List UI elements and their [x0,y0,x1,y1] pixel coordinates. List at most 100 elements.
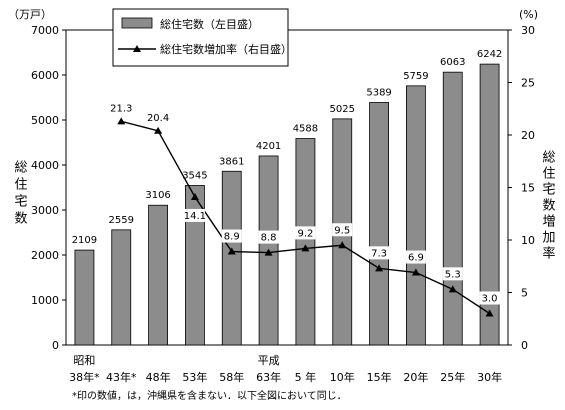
bar-series [74,63,500,346]
bar [221,170,242,346]
bar-value-label: 5025 [330,104,355,115]
line-value-label: 3.0 [482,294,498,305]
category-label: 63年 [256,370,281,384]
right-tick-label: 30 [521,24,535,37]
line-marker [117,117,126,125]
line-marker [190,192,199,200]
left-tick-label: 2000 [31,249,59,262]
line-label-bg [332,223,353,237]
right-tick-label: 5 [521,287,528,300]
bar-value-label: 3106 [145,190,170,201]
right-tick-label: 20 [521,129,535,142]
left-tick-label: 7000 [31,24,59,37]
bar [74,249,95,346]
category-label: 38年* [69,370,100,384]
line-value-label: 21.3 [110,103,132,114]
line-label-bg [295,226,316,240]
category-label: 15年 [367,370,392,384]
line-label-bg [479,291,500,305]
line-value-label: 9.5 [334,225,350,236]
era-label: 平成 [258,354,280,367]
left-tick-label: 1000 [31,294,59,307]
bar-value-label: 6242 [477,49,502,60]
bar-value-label: 4201 [256,141,281,152]
left-tick-label: 4000 [31,159,59,172]
bar-value-label: 3861 [219,156,244,167]
line-marker [338,241,347,249]
line-label-bg [258,230,279,244]
line-label-bg [405,250,426,264]
right-axis-ticks: 0 5 10 15 20 25 30 [508,24,535,352]
line-label-bg [442,267,463,281]
bar [111,229,132,346]
bar-value-labels: 2109 2559 3106 3545 3861 4201 4588 5025 5389 5759… [72,49,503,246]
legend-bar-swatch [121,17,153,29]
line-marker [264,248,273,256]
line-marker [411,268,420,276]
category-label: 58年 [219,370,244,384]
line-value-label: 20.4 [147,113,169,124]
line-label-bg [184,208,205,222]
category-label: 30年 [477,370,502,384]
line-series [117,117,494,317]
bar [185,185,205,346]
right-tick-label: 0 [521,339,528,352]
line-marker [154,126,163,134]
bar [295,138,316,346]
line-label-bg [221,229,242,243]
line-label-bg [369,246,390,260]
line-value-label: 6.9 [408,253,424,264]
category-label: 43年* [106,370,137,384]
footnote: *印の数値，は，沖縄県を含まない．以下全図において同じ． [72,389,347,402]
line-value-label: 8.9 [224,232,240,243]
line-marker [375,264,384,272]
category-label: 53年 [182,370,207,384]
left-tick-label: 3000 [31,204,59,217]
plot-frame [65,29,509,346]
legend: 総住宅数（左目盛） 総住宅数増加率（右目盛） [112,8,292,67]
category-label: 48年 [146,370,171,384]
right-tick-label: 15 [521,182,535,195]
line-value-label: 5.3 [445,269,461,280]
bar [148,204,168,346]
line-value-label: 9.2 [297,228,313,239]
line-value-label: 7.3 [371,248,387,259]
line-value-label: 8.8 [261,233,277,244]
left-axis-unit: （万戸） [8,8,52,21]
bar-value-label: 4588 [293,124,318,135]
legend-bar-label: 総住宅数（左目盛） [160,17,259,31]
line-marker [301,244,310,252]
line-marker [227,247,236,255]
left-tick-label: 6000 [31,69,59,82]
category-label: 20年 [403,370,428,384]
category-labels: 昭和 平成 38年* 43年* 48年 53年 58年 63年 5 年 10年 15年 20年 25年 3… [69,354,502,384]
bar-value-label: 5389 [366,87,391,98]
right-tick-label: 25 [521,77,535,90]
bar [479,63,500,346]
right-axis-unit: (%) [519,8,538,21]
legend-line-label: 総住宅数増加率（右目盛） [160,42,292,56]
bar [442,71,463,346]
bar-value-label: 2559 [109,215,134,226]
left-axis-ticks: 0 1000 2000 3000 4000 5000 6000 7000 [31,24,66,352]
bar [369,102,389,346]
bar-value-label: 3545 [182,170,207,181]
line-value-label: 14.1 [184,211,206,222]
bar-value-label: 2109 [72,235,97,246]
bar [406,85,426,346]
category-label: 10年 [330,370,355,384]
bar-value-label: 6063 [440,57,465,68]
legend-triangle-marker [133,45,141,52]
category-label: 25年 [440,370,465,384]
left-tick-label: 5000 [31,114,59,127]
era-label: 昭和 [73,354,95,367]
right-axis-title: 総住宅数増加率 [540,150,556,262]
right-tick-label: 10 [521,234,535,247]
bar-value-label: 5759 [403,71,428,82]
left-tick-label: 0 [52,339,59,352]
category-label: 5 年 [295,370,317,384]
left-axis-title: 総住宅数 [12,160,28,228]
line-value-labels: 21.3 20.4 14.1 8.9 8.8 9.2 9.5 7.3 6.9 5.3 3.0 [110,103,500,305]
line-marker [485,309,494,317]
